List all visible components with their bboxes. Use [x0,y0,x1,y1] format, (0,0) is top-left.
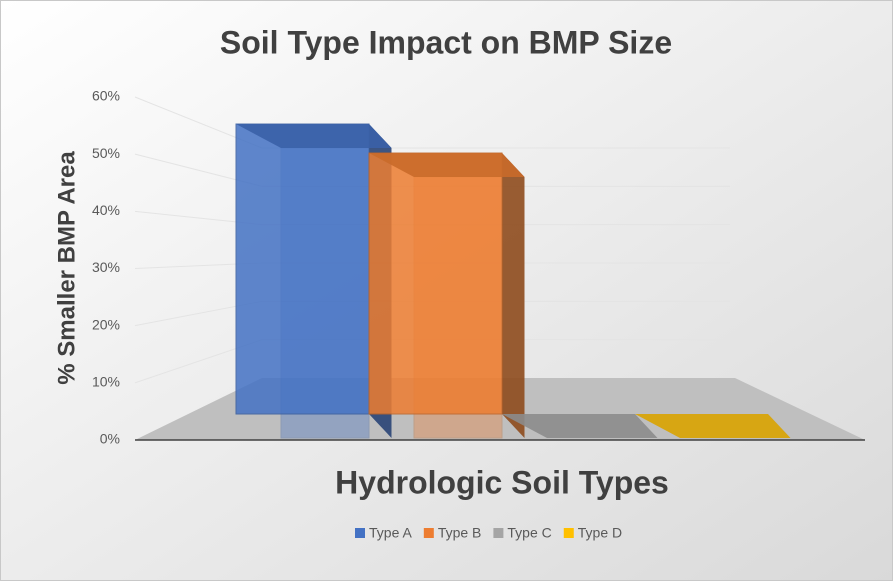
y-tick-label: 10% [92,374,120,390]
bar-front [368,152,503,415]
bar-top [369,153,525,177]
y-tick-label: 20% [92,316,120,332]
bar-side [502,153,525,438]
x-axis-title: Hydrologic Soil Types [335,464,669,500]
legend-swatch [423,528,434,538]
bar-top [236,124,392,148]
legend-label: Type B [438,525,482,541]
bar-top [635,414,791,438]
bar [635,414,791,438]
legend-swatch [563,528,574,538]
y-tick-label: 40% [92,202,120,218]
legend-swatch [493,528,504,538]
bar-front [235,123,370,415]
bar [235,123,392,439]
legend: Type A Type B Type C Type D [355,525,622,541]
y-tick-label: 50% [92,145,120,161]
chart-title: Soil Type Impact on BMP Size [220,24,672,60]
y-tick-label: 0% [100,431,120,447]
bar-top [502,414,658,438]
y-tick-label: 60% [92,88,120,104]
legend-label: Type A [369,525,412,541]
legend-label: Type D [578,525,622,541]
legend-label: Type C [507,525,551,541]
y-axis-title: % Smaller BMP Area [53,151,80,385]
bar [502,414,658,438]
legend-swatch [355,528,365,538]
y-tick-label: 30% [92,259,120,275]
bar [368,152,525,439]
